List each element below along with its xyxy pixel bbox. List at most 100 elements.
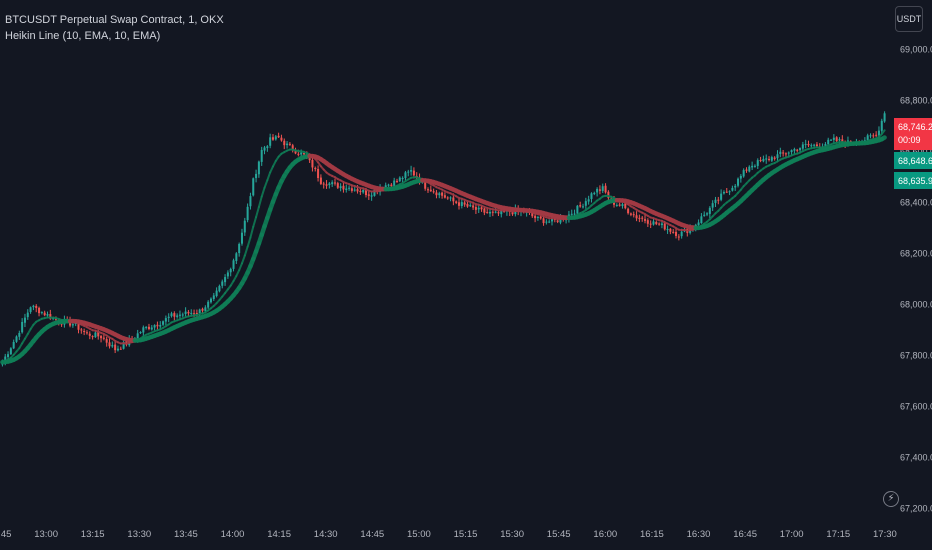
candle-body xyxy=(770,157,773,161)
candle-body xyxy=(452,197,455,202)
time-tick-label: 12:45 xyxy=(0,529,11,540)
heikin-fast-segment xyxy=(260,186,266,198)
indicator-title[interactable]: Heikin Line (10, EMA, 10, EMA) xyxy=(5,30,161,42)
candle-body xyxy=(675,231,678,236)
candle-body xyxy=(153,325,156,328)
candle-body xyxy=(412,170,415,176)
candle-body xyxy=(23,317,26,323)
candle-body xyxy=(398,177,401,182)
candle-body xyxy=(680,231,683,237)
last-price-badge-text: 68,746.2 xyxy=(898,122,932,132)
candle-body xyxy=(209,298,212,303)
symbol-title[interactable]: BTCUSDT Perpetual Swap Contract, 1, OKX xyxy=(5,14,224,26)
candle-body xyxy=(367,194,370,196)
candle-body xyxy=(539,216,542,219)
candle-body xyxy=(12,341,15,349)
candle-body xyxy=(426,189,430,191)
candle-body xyxy=(869,135,872,137)
price-axis: 69,000.0 68,800.0 68,600.0 68,400.0 68,200.0… xyxy=(900,45,932,514)
candle-body xyxy=(387,184,390,186)
candle-body xyxy=(71,324,74,326)
candle-body xyxy=(703,214,706,216)
candle-body xyxy=(435,192,438,196)
candle-body xyxy=(317,169,320,179)
price-tick-label: 67,600.0 xyxy=(900,401,932,411)
candle-body xyxy=(424,180,427,189)
candle-body xyxy=(395,180,399,182)
candle-body xyxy=(176,315,179,317)
candle-body xyxy=(779,151,782,154)
heikin-fast-segment xyxy=(266,171,272,182)
candle-body xyxy=(114,344,117,351)
candle-body xyxy=(226,272,229,277)
candle-body xyxy=(782,152,785,154)
candle-body xyxy=(804,143,807,145)
heikin-fast-segment xyxy=(240,254,246,265)
candle-body xyxy=(269,137,272,146)
lightning-icon[interactable]: ⚡ xyxy=(883,491,899,507)
candle-body xyxy=(319,177,322,184)
candle-body xyxy=(576,205,579,214)
last-price-badge-text: 00:09 xyxy=(898,135,921,145)
candle-body xyxy=(77,323,80,330)
candle-body xyxy=(500,210,503,215)
candle-body xyxy=(652,221,655,225)
time-tick-label: 16:30 xyxy=(687,529,711,540)
candle-body xyxy=(807,144,810,146)
candle-body xyxy=(598,189,601,191)
price-tick-label: 68,200.0 xyxy=(900,248,932,258)
candle-body xyxy=(271,137,274,140)
candle-body xyxy=(178,314,181,316)
heikin-lines xyxy=(0,129,887,365)
candle-body xyxy=(832,137,835,140)
candle-body xyxy=(621,204,624,207)
candle-body xyxy=(466,203,469,207)
candle-body xyxy=(579,205,582,207)
heikin-fast-segment xyxy=(257,195,263,209)
time-tick-label: 17:30 xyxy=(873,529,897,540)
currency-button[interactable]: USDT xyxy=(895,6,923,32)
heikin-fast-segment xyxy=(255,206,260,219)
time-tick-label: 13:30 xyxy=(127,529,151,540)
candle-body xyxy=(193,313,196,315)
time-tick-label: 14:30 xyxy=(314,529,338,540)
candle-body xyxy=(624,203,627,209)
candle-body xyxy=(362,190,365,193)
candle-body xyxy=(545,221,548,223)
candle-body xyxy=(249,196,252,207)
time-tick-label: 15:45 xyxy=(547,529,571,540)
heikin-fast-segment xyxy=(246,236,252,248)
time-tick-label: 13:00 xyxy=(34,529,58,540)
candle-body xyxy=(830,139,833,141)
candle-body xyxy=(9,348,12,355)
slow-line-badge-text: 68,635.9 xyxy=(898,176,932,186)
candle-body xyxy=(531,212,534,217)
candle-body xyxy=(255,173,258,179)
candle-body xyxy=(666,229,669,231)
candle-body xyxy=(455,201,458,203)
candle-body xyxy=(105,339,108,343)
candle-body xyxy=(393,180,396,186)
time-tick-label: 13:45 xyxy=(174,529,198,540)
candle-body xyxy=(573,213,576,215)
candle-body xyxy=(364,190,368,196)
time-tick-label: 15:15 xyxy=(454,529,478,540)
candle-body xyxy=(240,232,243,244)
candle-body xyxy=(587,199,590,202)
candle-body xyxy=(463,202,466,205)
candle-body xyxy=(720,193,723,200)
candle-body xyxy=(274,136,277,140)
time-tick-label: 16:15 xyxy=(640,529,664,540)
candle-body xyxy=(342,185,345,190)
candle-body xyxy=(43,312,46,316)
candle-body xyxy=(799,148,802,151)
candle-body xyxy=(768,158,771,161)
last-price-badge-bg xyxy=(894,118,932,150)
chart-legend: BTCUSDT Perpetual Swap Contract, 1, OKX … xyxy=(5,12,224,44)
candle-body xyxy=(669,228,672,232)
candle-body xyxy=(21,321,24,333)
last-price-badge: 68,746.2 00:09 xyxy=(894,118,932,150)
candle-body xyxy=(221,281,224,286)
candle-body xyxy=(446,197,449,199)
